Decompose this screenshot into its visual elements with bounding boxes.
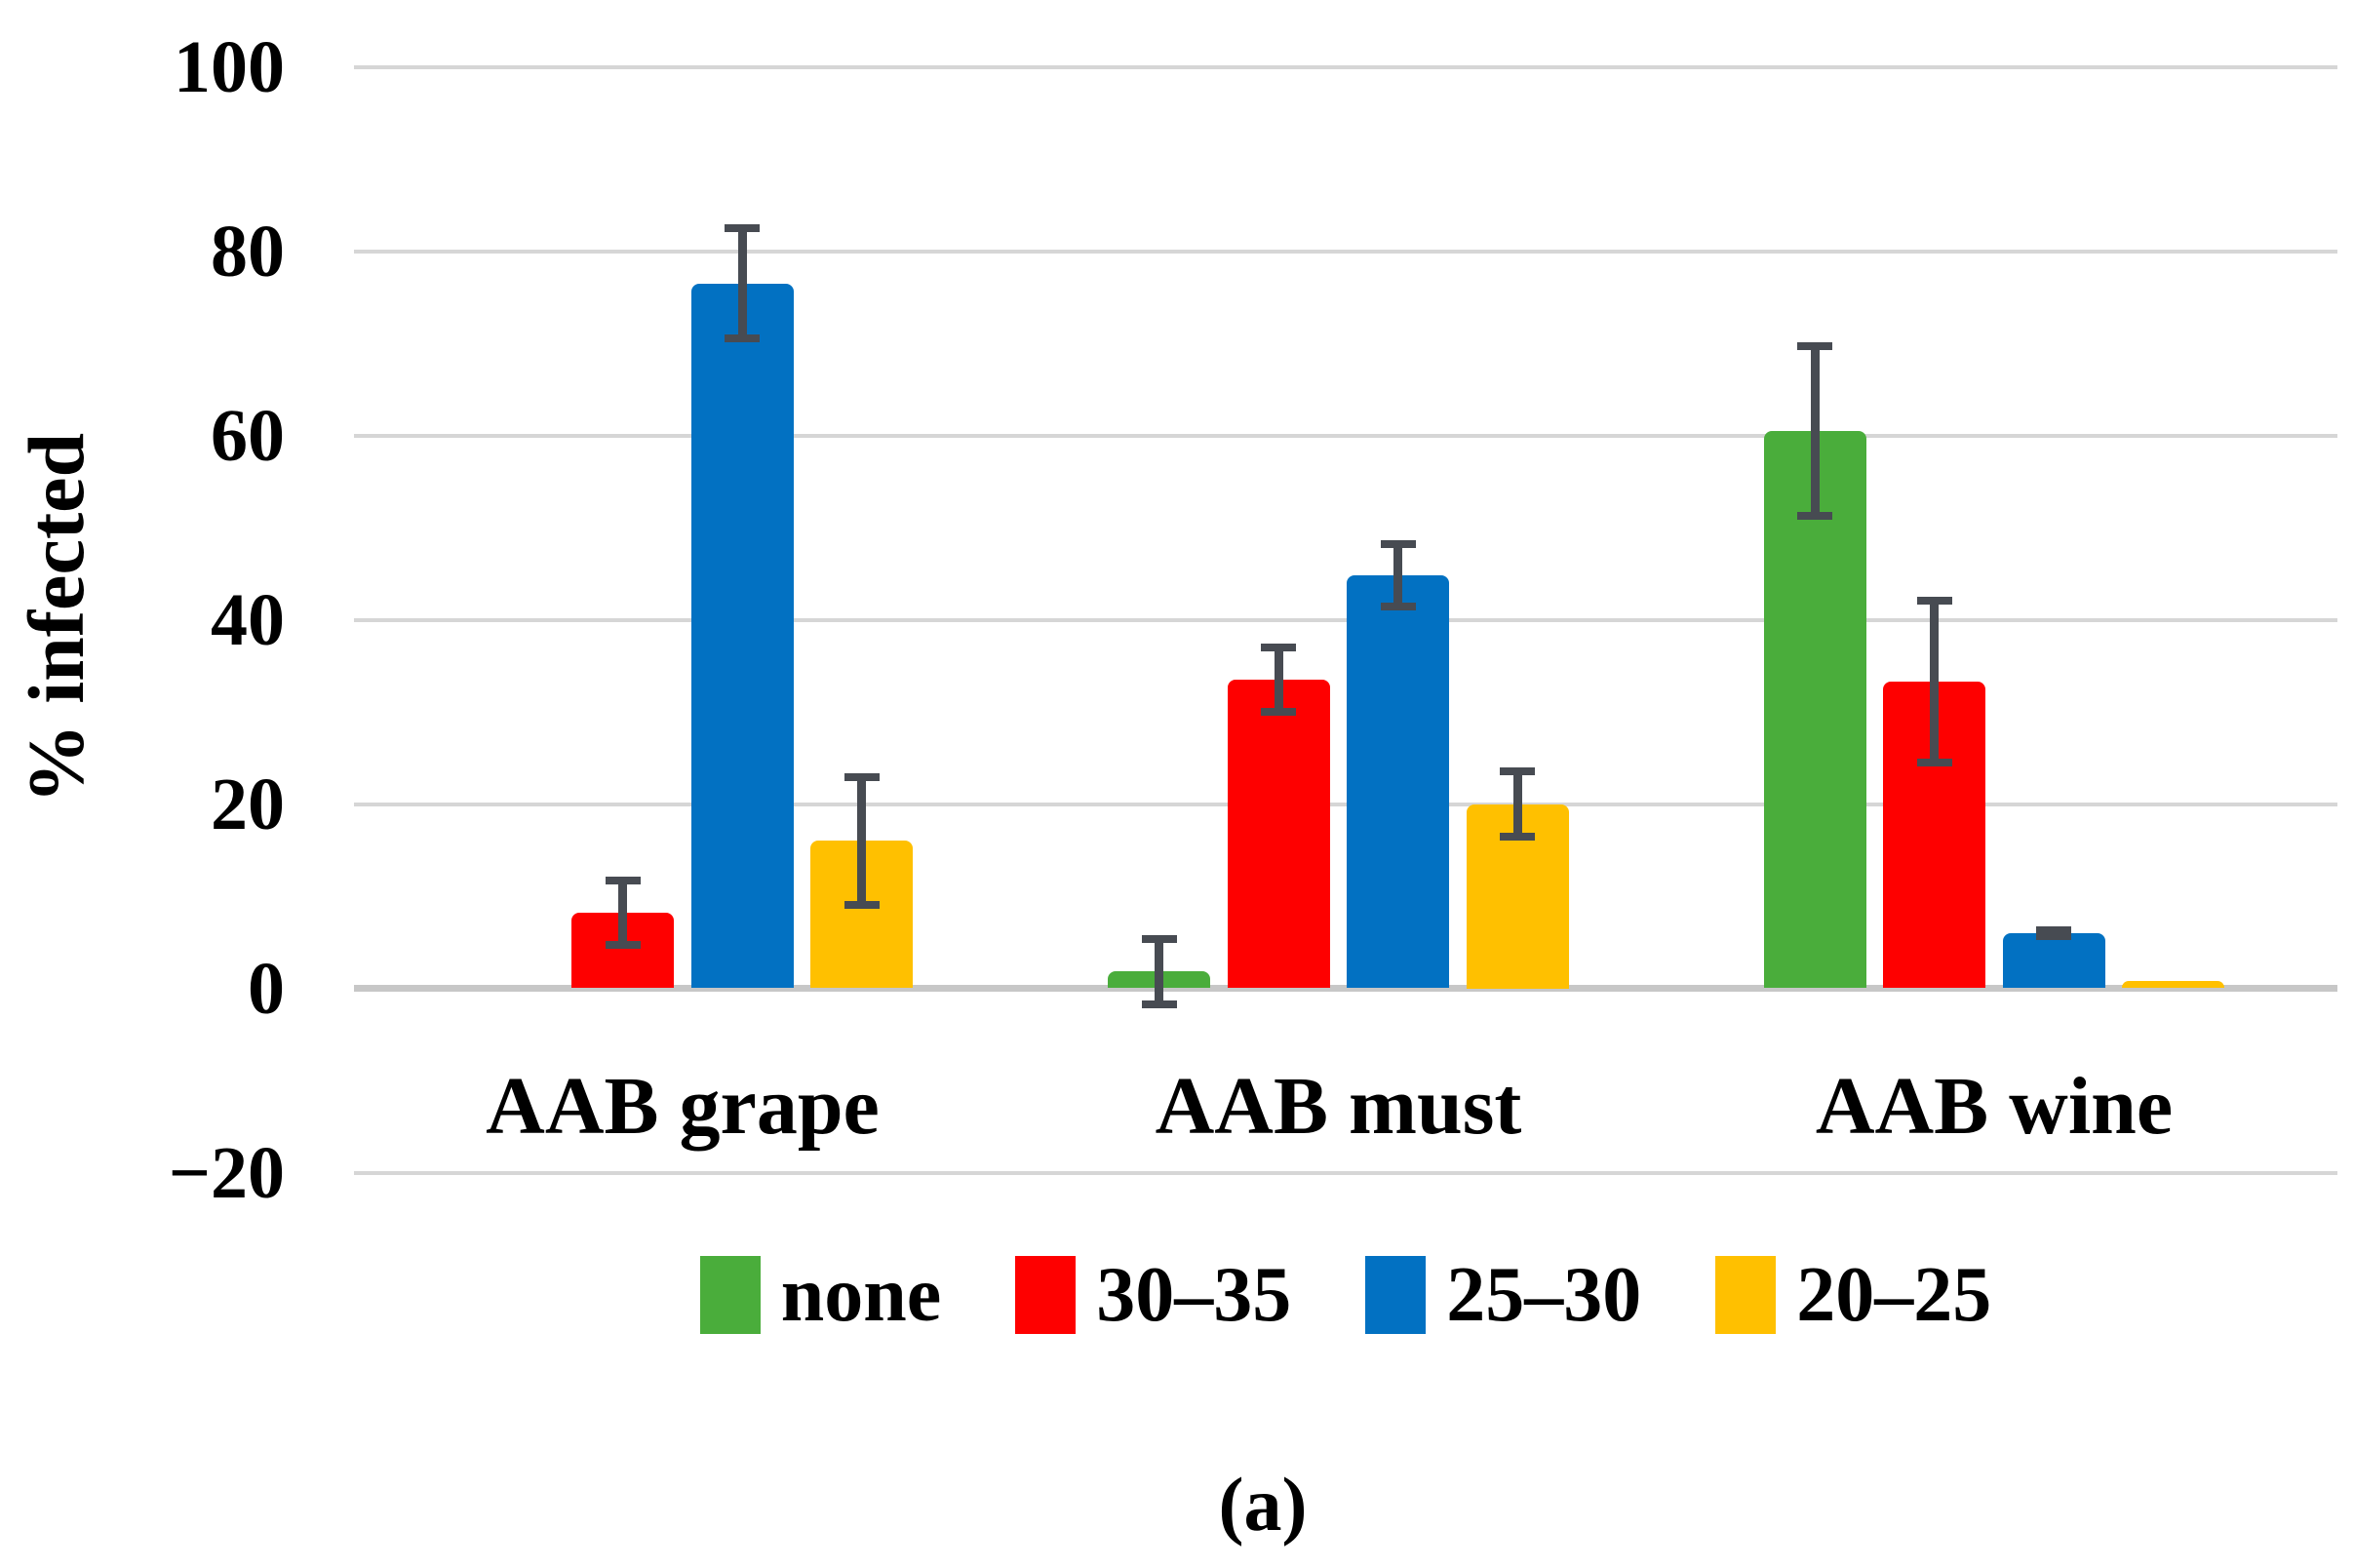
error-bar-cap xyxy=(844,900,880,909)
legend-item-20–25: 20–25 xyxy=(1715,1256,1991,1334)
error-bar-cap xyxy=(1916,758,1952,766)
error-bar-stem xyxy=(1810,345,1820,516)
error-bar-stem xyxy=(1274,647,1283,712)
error-bar-cap xyxy=(605,876,641,884)
x-category-label: AAB wine xyxy=(1815,1061,2174,1152)
gridline xyxy=(354,64,2337,69)
error-bar-cap xyxy=(1261,708,1297,716)
y-tick-label: 0 xyxy=(248,947,285,1030)
legend-swatch-icon xyxy=(1015,1256,1077,1334)
legend-label: 20–25 xyxy=(1796,1252,1992,1338)
error-bar-cap xyxy=(605,941,641,950)
legend-swatch-icon xyxy=(1715,1256,1777,1334)
error-bar-cap xyxy=(844,773,880,782)
error-bar-stem xyxy=(1930,600,1940,763)
gridline xyxy=(354,433,2337,438)
error-bar-cap xyxy=(2036,925,2072,934)
legend-label: 25–30 xyxy=(1446,1252,1642,1338)
legend-item-none: none xyxy=(699,1252,942,1338)
error-bar-stem xyxy=(857,777,867,905)
legend-item-30–35: 30–35 xyxy=(1015,1256,1291,1334)
legend-swatch-icon xyxy=(699,1256,761,1334)
gridline xyxy=(354,249,2337,254)
y-tick-label: 80 xyxy=(211,210,285,293)
zero-gridline xyxy=(354,985,2337,992)
x-category-label: AAB must xyxy=(1155,1061,1522,1152)
legend-label: 30–35 xyxy=(1096,1252,1292,1338)
legend: none 30–35 25–30 20–25 xyxy=(354,1256,2337,1334)
gridline xyxy=(354,1170,2337,1175)
error-bar-cap xyxy=(1500,832,1536,841)
bar-none-AAB wine xyxy=(1763,430,1866,989)
error-bar-cap xyxy=(725,334,761,343)
error-bar-cap xyxy=(1797,511,1833,520)
error-bar-cap xyxy=(1916,596,1952,605)
error-bar-stem xyxy=(1393,544,1403,608)
error-bar-cap xyxy=(1380,603,1416,611)
error-bar-stem xyxy=(737,227,747,339)
y-tick-label: 20 xyxy=(211,763,285,845)
error-bar-cap xyxy=(1141,1000,1177,1008)
error-bar-cap xyxy=(1261,643,1297,651)
bar-30–35-AAB must xyxy=(1227,679,1330,989)
x-category-label: AAB grape xyxy=(486,1061,880,1152)
bar-25–30-AAB grape xyxy=(690,283,794,989)
legend-swatch-icon xyxy=(1365,1256,1427,1334)
error-bar-cap xyxy=(1797,341,1833,350)
bar-25–30-AAB wine xyxy=(2002,932,2105,989)
gridline xyxy=(354,617,2337,622)
y-tick-label: 60 xyxy=(211,394,285,477)
figure-caption: (a) xyxy=(1218,1462,1308,1547)
error-bar-cap xyxy=(1380,540,1416,548)
bar-20–25-AAB wine xyxy=(2122,980,2225,989)
error-bar-stem xyxy=(1512,771,1522,837)
y-tick-label: 40 xyxy=(211,578,285,661)
error-bar-cap xyxy=(1500,767,1536,776)
legend-label: none xyxy=(780,1252,942,1338)
error-bar-cap xyxy=(725,223,761,232)
error-bar-stem xyxy=(1155,939,1164,1004)
bar-25–30-AAB must xyxy=(1347,575,1450,989)
y-tick-label: −20 xyxy=(168,1131,285,1214)
legend-item-25–30: 25–30 xyxy=(1365,1256,1641,1334)
error-bar-stem xyxy=(618,880,628,946)
error-bar-cap xyxy=(2036,931,2072,940)
gridline xyxy=(354,802,2337,806)
y-tick-label: 100 xyxy=(174,25,285,108)
error-bar-cap xyxy=(1141,935,1177,944)
